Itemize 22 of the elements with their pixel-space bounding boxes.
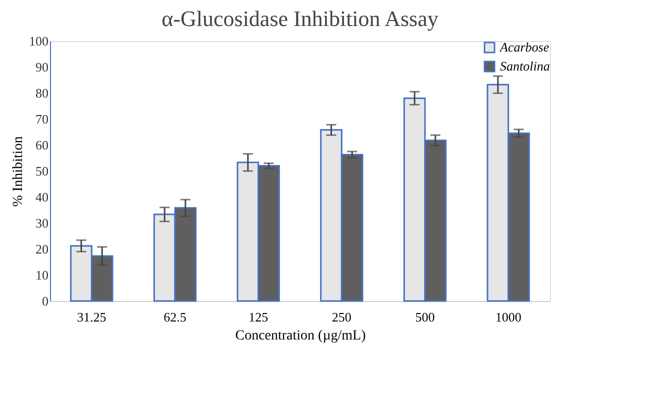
y-tick-label: 20: [36, 242, 48, 256]
legend-label: Acarbose: [499, 40, 550, 54]
legend-label: Santolina: [500, 58, 550, 74]
y-tick-label: 70: [36, 112, 48, 126]
x-tick-label: 1000: [495, 310, 522, 324]
y-tick-label: 100: [29, 34, 48, 48]
y-tick-label: 60: [36, 138, 48, 152]
y-tick-label: 10: [36, 268, 48, 282]
y-tick-label: 40: [36, 190, 48, 204]
y-tick-label: 30: [36, 216, 48, 230]
y-tick-label: 90: [36, 60, 48, 74]
y-tick-label: 0: [42, 294, 48, 308]
chart-title: α-Glucosidase Inhibition Assay: [162, 6, 438, 31]
x-tick-label: 125: [248, 310, 268, 324]
y-tick-label: 50: [36, 164, 48, 178]
y-tick-label: 80: [36, 86, 48, 100]
x-tick-label: 31.25: [77, 310, 106, 324]
x-tick-label: 500: [415, 310, 435, 324]
x-tick-label: 250: [332, 310, 352, 324]
x-axis-title: Concentration (µg/mL): [235, 328, 366, 344]
x-tick-label: 62.5: [164, 310, 186, 324]
y-axis-title: % Inhibition: [11, 136, 26, 207]
